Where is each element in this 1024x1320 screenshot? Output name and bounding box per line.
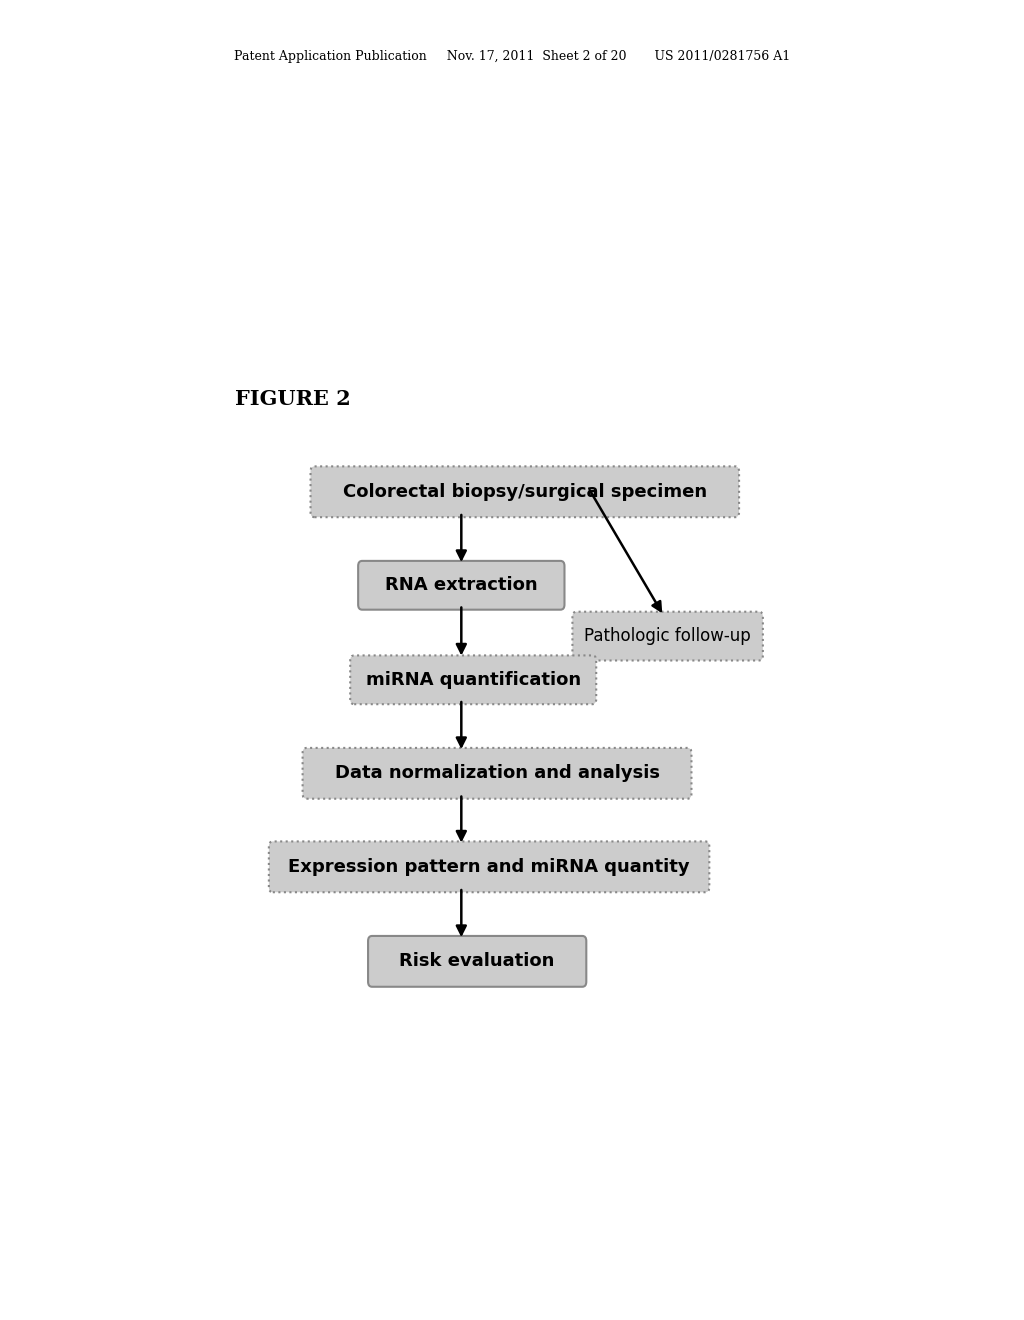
FancyBboxPatch shape bbox=[358, 561, 564, 610]
FancyBboxPatch shape bbox=[368, 936, 587, 987]
Text: Expression pattern and miRNA quantity: Expression pattern and miRNA quantity bbox=[289, 858, 690, 876]
Text: Colorectal biopsy/surgical specimen: Colorectal biopsy/surgical specimen bbox=[343, 483, 707, 500]
Text: Risk evaluation: Risk evaluation bbox=[399, 952, 555, 970]
Text: miRNA quantification: miRNA quantification bbox=[366, 671, 581, 689]
FancyBboxPatch shape bbox=[303, 748, 691, 799]
Text: Data normalization and analysis: Data normalization and analysis bbox=[335, 764, 659, 783]
FancyBboxPatch shape bbox=[350, 656, 596, 704]
FancyBboxPatch shape bbox=[310, 466, 739, 517]
Text: FIGURE 2: FIGURE 2 bbox=[236, 389, 351, 409]
Text: RNA extraction: RNA extraction bbox=[385, 577, 538, 594]
FancyBboxPatch shape bbox=[572, 611, 763, 660]
Text: Patent Application Publication     Nov. 17, 2011  Sheet 2 of 20       US 2011/02: Patent Application Publication Nov. 17, … bbox=[233, 50, 791, 63]
FancyBboxPatch shape bbox=[269, 841, 710, 892]
Text: Pathologic follow-up: Pathologic follow-up bbox=[585, 627, 751, 645]
